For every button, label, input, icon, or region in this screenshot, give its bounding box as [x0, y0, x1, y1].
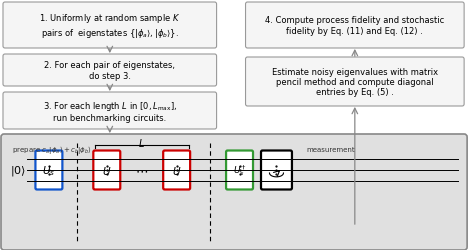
Text: $\cdots$: $\cdots$: [135, 164, 148, 177]
FancyBboxPatch shape: [3, 93, 217, 130]
FancyBboxPatch shape: [3, 3, 217, 49]
Text: $U$: $U$: [172, 164, 181, 176]
Text: measurement: measurement: [306, 146, 355, 152]
FancyBboxPatch shape: [3, 55, 217, 87]
Text: 2. For each pair of eigenstates,
do step 3.: 2. For each pair of eigenstates, do step…: [44, 61, 175, 80]
FancyBboxPatch shape: [35, 151, 63, 190]
Text: 4. Compute process fidelity and stochastic
fidelity by Eq. (11) and Eq. (12) .: 4. Compute process fidelity and stochast…: [265, 16, 445, 36]
Text: $U$: $U$: [102, 164, 111, 176]
FancyBboxPatch shape: [245, 58, 464, 106]
FancyBboxPatch shape: [261, 151, 292, 190]
FancyBboxPatch shape: [163, 151, 190, 190]
FancyBboxPatch shape: [1, 134, 467, 250]
Text: prepare $c_a|\phi_a\rangle + c_b|\phi_b\rangle$: prepare $c_a|\phi_a\rangle + c_b|\phi_b\…: [12, 144, 92, 156]
Text: 1. Uniformly at random sample $K$
pairs of  eigenstates $\{|\phi_a\rangle,|\phi_: 1. Uniformly at random sample $K$ pairs …: [39, 12, 180, 40]
FancyBboxPatch shape: [245, 3, 464, 49]
FancyBboxPatch shape: [226, 151, 253, 190]
Text: $|0\rangle$: $|0\rangle$: [10, 163, 26, 177]
Text: 3. For each length $L$ in $[0, L_{\mathrm{max}}]$,
run benchmarking circuits.: 3. For each length $L$ in $[0, L_{\mathr…: [43, 100, 177, 123]
Text: $U_s$: $U_s$: [42, 164, 55, 177]
Text: $U_s^\dagger$: $U_s^\dagger$: [233, 163, 246, 178]
Text: Estimate noisy eigenvalues with matrix
pencil method and compute diagonal
entrie: Estimate noisy eigenvalues with matrix p…: [272, 67, 438, 97]
FancyBboxPatch shape: [94, 151, 120, 190]
Text: $L$: $L$: [138, 136, 145, 148]
